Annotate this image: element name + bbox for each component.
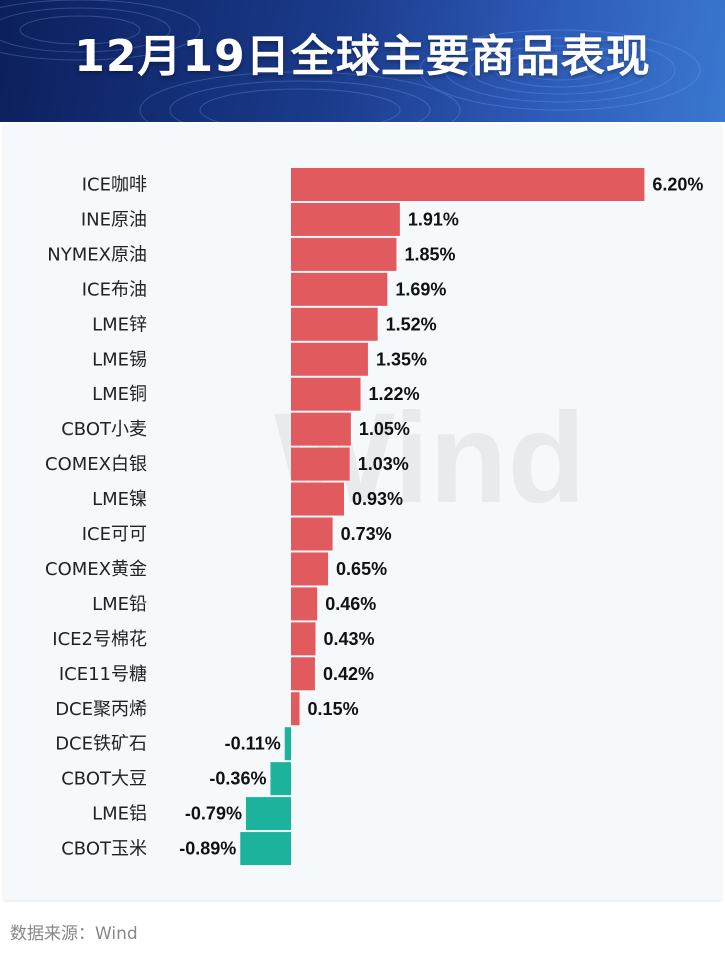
category-label: CBOT大豆 (61, 769, 147, 790)
bar (291, 272, 388, 306)
bar (270, 762, 291, 796)
bar (284, 727, 291, 761)
bar (291, 168, 645, 201)
category-label: ICE2号棉花 (52, 629, 147, 650)
bar (291, 657, 315, 691)
category-label: INE原油 (81, 209, 147, 230)
bar (291, 377, 361, 411)
bar (291, 237, 397, 271)
value-label: 0.15% (308, 699, 359, 719)
value-label: 1.35% (376, 349, 427, 369)
bar (291, 412, 351, 446)
value-label: -0.11% (225, 734, 281, 754)
value-label: 0.42% (323, 664, 374, 684)
category-label: COMEX白银 (45, 454, 147, 475)
category-label: ICE可可 (82, 524, 147, 545)
category-label: COMEX黄金 (45, 559, 147, 580)
value-label: -0.79% (185, 804, 242, 824)
bar (245, 797, 291, 831)
source-note: 数据来源：Wind (10, 924, 138, 944)
value-label: -0.89% (179, 839, 236, 859)
value-label: 1.03% (358, 454, 409, 474)
bar (291, 447, 350, 481)
category-label: CBOT小麦 (61, 419, 147, 440)
category-label: LME铝 (92, 804, 147, 825)
bar (291, 202, 400, 236)
bar (291, 517, 333, 551)
category-label: LME锌 (92, 314, 147, 335)
value-label: 1.52% (386, 314, 437, 334)
category-label: LME镍 (92, 489, 147, 510)
value-label: 1.91% (408, 209, 459, 229)
bar (291, 552, 329, 586)
value-label: 0.65% (336, 559, 387, 579)
chart-panel: Wind ICE咖啡 6.20% INE原油 1.91% NYMEX原油 1.85% ICE布… (4, 124, 721, 900)
value-label: 0.46% (325, 594, 376, 614)
category-label: LME锡 (92, 349, 147, 370)
value-label: 0.93% (352, 489, 403, 509)
value-label: 6.20% (652, 175, 703, 195)
category-label: ICE布油 (82, 279, 147, 300)
value-label: 0.73% (341, 524, 392, 544)
category-label: LME铅 (92, 594, 147, 615)
category-label: ICE咖啡 (82, 175, 147, 196)
category-label: CBOT玉米 (61, 839, 147, 860)
bar (240, 832, 291, 866)
contour-background (0, 0, 701, 122)
page-title: 12月19日全球主要商品表现 (74, 31, 651, 82)
category-label: DCE铁矿石 (55, 734, 147, 755)
value-label: 1.22% (369, 384, 420, 404)
bar (291, 342, 368, 376)
bar (291, 692, 300, 726)
category-label: DCE聚丙烯 (55, 699, 147, 720)
value-label: -0.36% (209, 769, 266, 789)
value-label: 1.05% (359, 419, 410, 439)
value-label: 1.69% (395, 279, 446, 299)
header-banner: 12月19日全球主要商品表现 (0, 0, 725, 122)
value-label: 1.85% (404, 244, 455, 264)
bar (291, 307, 378, 341)
category-label: LME铜 (92, 384, 147, 405)
category-label: NYMEX原油 (47, 244, 147, 265)
bar (291, 622, 316, 656)
value-label: 0.43% (324, 629, 375, 649)
bar (291, 482, 345, 516)
category-label: ICE11号糖 (59, 664, 147, 685)
bar (291, 587, 318, 621)
